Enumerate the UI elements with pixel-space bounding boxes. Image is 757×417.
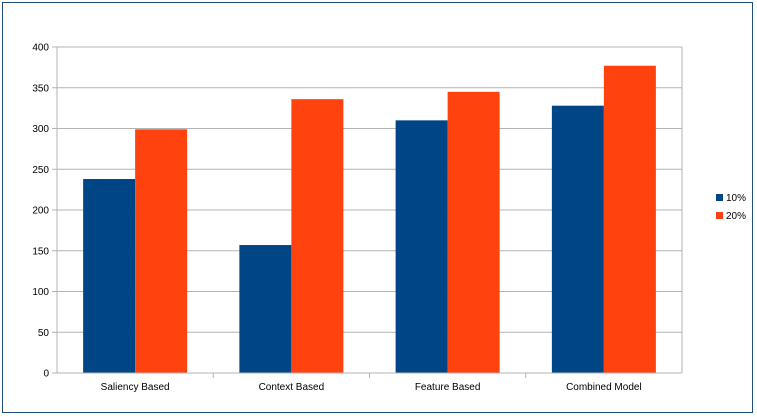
bar — [395, 120, 448, 373]
y-tick-label: 300 — [32, 124, 49, 135]
bar — [291, 99, 344, 373]
x-category-label: Context Based — [259, 382, 325, 393]
y-tick-label: 200 — [32, 206, 49, 217]
x-category-label: Feature Based — [415, 382, 481, 393]
bar — [447, 91, 500, 373]
bar — [83, 179, 136, 373]
y-tick-label: 0 — [43, 369, 49, 380]
y-tick-label: 350 — [32, 83, 49, 94]
y-tick-label: 150 — [32, 246, 49, 257]
x-axis-categories: Saliency Based Context Based Feature Based… — [101, 373, 642, 393]
bar — [551, 105, 604, 374]
legend-label: 20% — [726, 211, 746, 222]
x-category-label: Saliency Based — [101, 382, 170, 393]
legend: 10% 20% — [716, 193, 746, 222]
y-axis-ticks: 0 50 100 150 200 250 300 350 400 — [32, 43, 57, 380]
legend-swatch — [716, 194, 723, 201]
bars — [83, 65, 656, 374]
legend-label: 10% — [726, 193, 746, 204]
x-category-label: Combined Model — [566, 382, 642, 393]
y-tick-label: 50 — [38, 328, 50, 339]
legend-swatch — [716, 212, 723, 219]
y-tick-label: 100 — [32, 287, 49, 298]
bar — [135, 129, 188, 373]
y-tick-label: 250 — [32, 165, 49, 176]
bar — [603, 65, 656, 374]
bar — [239, 245, 292, 373]
y-tick-label: 400 — [32, 43, 49, 54]
